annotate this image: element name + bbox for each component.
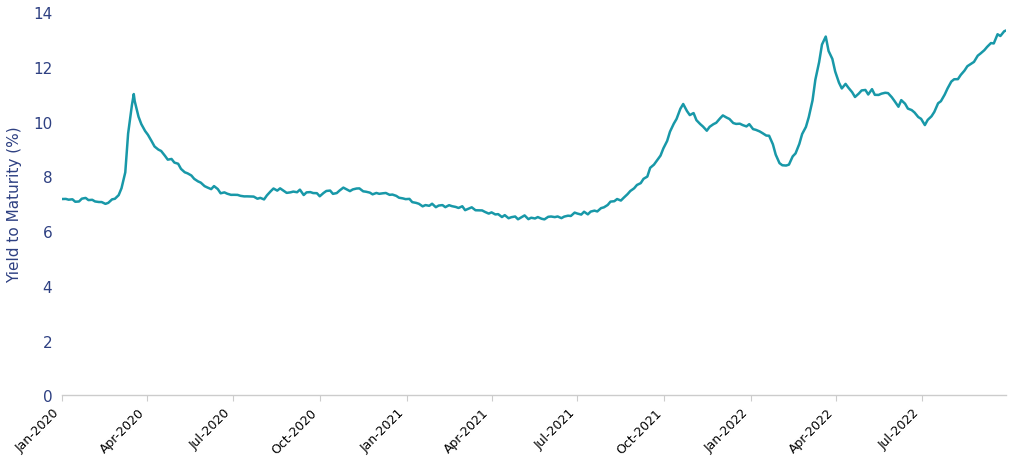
Y-axis label: Yield to Maturity (%): Yield to Maturity (%) [7, 126, 22, 282]
